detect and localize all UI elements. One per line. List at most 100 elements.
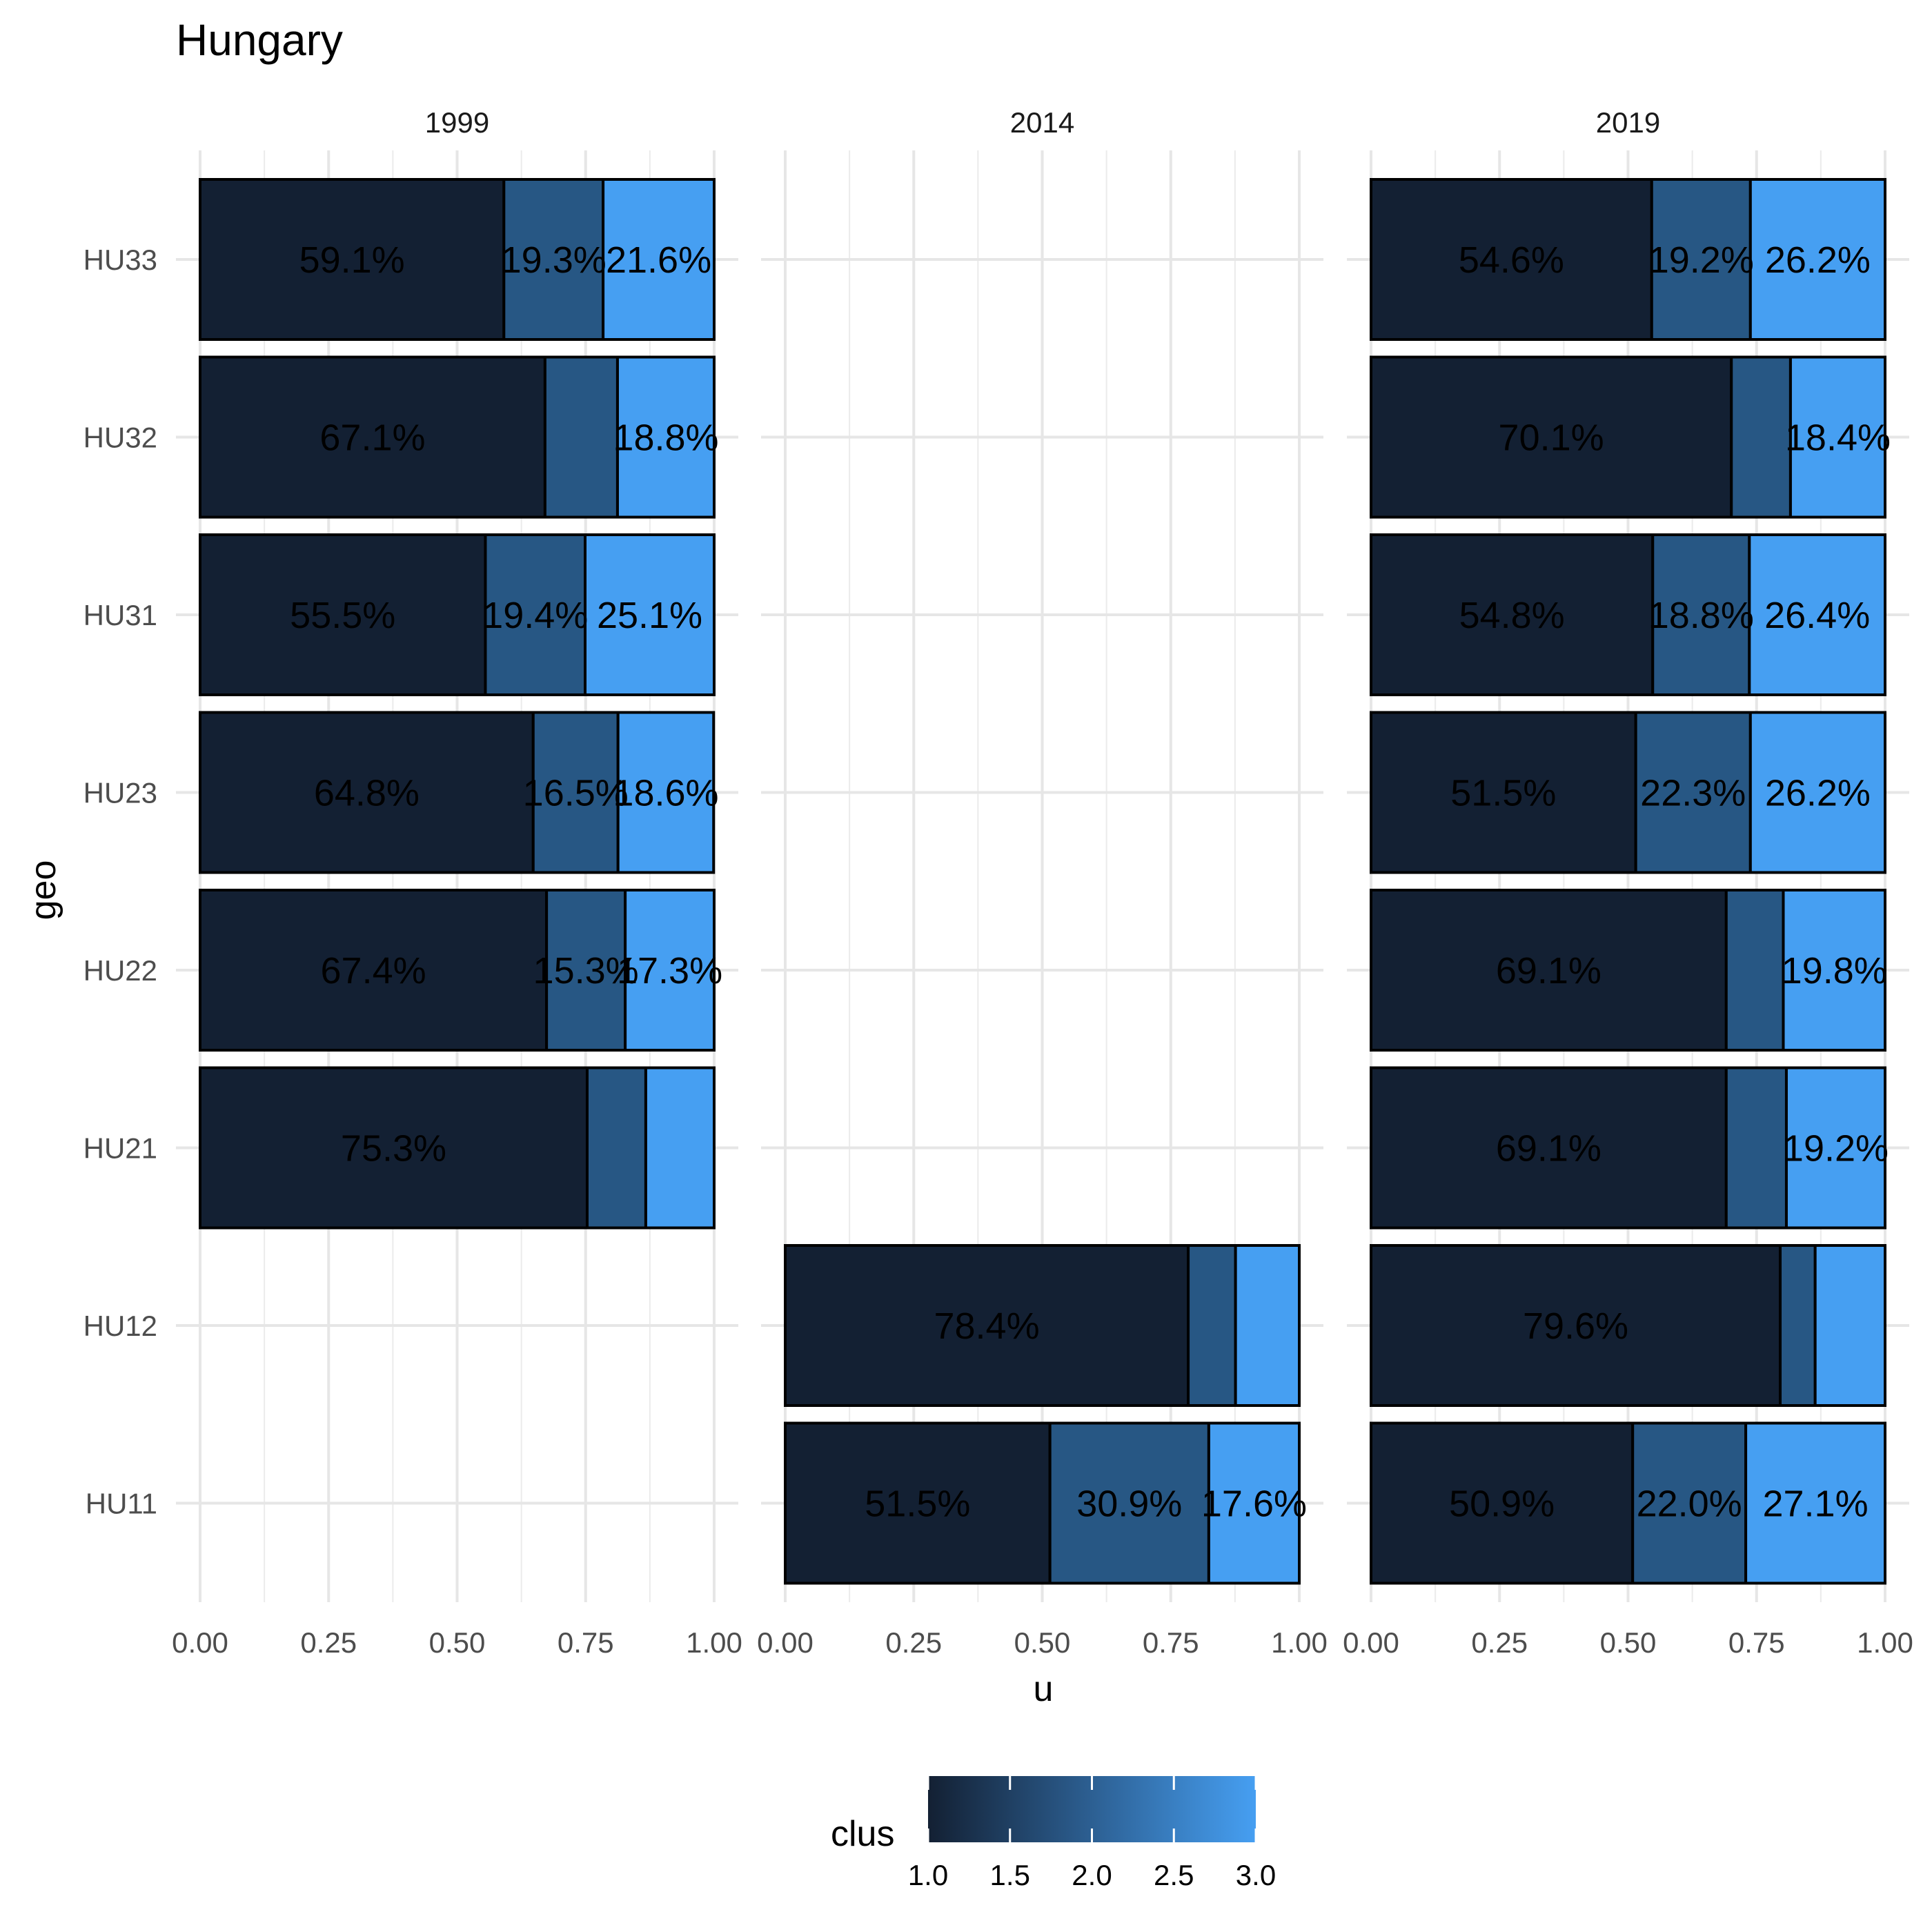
bar-HU21: 69.1% 19.2% xyxy=(1370,1066,1889,1230)
y-tick-label: HU23 xyxy=(83,777,157,809)
bar-label: 30.9% xyxy=(1076,1483,1182,1525)
bar-segment xyxy=(1234,1244,1301,1407)
bar-label: 27.1% xyxy=(1762,1483,1868,1525)
bar-HU22: 69.1% 19.8% xyxy=(1370,889,1887,1052)
chart-title: Hungary xyxy=(176,15,343,65)
bar-segment xyxy=(1744,1421,1886,1585)
x-tick-label: 0.50 xyxy=(429,1626,486,1659)
bar-segment xyxy=(1748,533,1887,696)
bar-segment xyxy=(644,1066,716,1230)
x-tick-label: 1.00 xyxy=(686,1626,742,1659)
bar-HU22: 67.4% 15.3%17.3% xyxy=(199,889,722,1052)
bar-segment xyxy=(1748,711,1887,874)
bar-label: 19.4% xyxy=(482,595,588,636)
bar-label: 54.8% xyxy=(1459,595,1565,636)
bar-label: 22.0% xyxy=(1637,1483,1742,1525)
bar-segment xyxy=(1724,1066,1788,1230)
x-tick-label: 0.50 xyxy=(1600,1626,1657,1659)
bar-segment xyxy=(1048,1421,1210,1585)
facet-panel-2014: 2014 78.4% 51.5% 30.9% 17.6% 0.00 0.25 0.50 0.75… xyxy=(757,106,1328,1659)
bar-HU12: 78.4% xyxy=(784,1244,1301,1407)
x-tick-label: 0.00 xyxy=(1343,1626,1399,1659)
bar-segment xyxy=(199,178,506,341)
bar-segment xyxy=(616,711,716,874)
y-tick-label: HU32 xyxy=(83,422,157,454)
legend: clus 1.0 1.5 2.0 2.5 3.0 xyxy=(831,1776,1276,1891)
x-tick-label: 1.00 xyxy=(1271,1626,1328,1659)
facet-label: 2014 xyxy=(1010,106,1074,139)
y-tick-label: HU11 xyxy=(86,1488,157,1520)
bar-HU33: 59.1% 19.3% 21.6% xyxy=(199,178,716,341)
bar-label: 69.1% xyxy=(1496,1128,1601,1170)
x-tick-label: 0.25 xyxy=(300,1626,357,1659)
bar-segment xyxy=(1634,711,1752,874)
y-tick-label: HU33 xyxy=(83,244,157,276)
legend-tick-label: 1.0 xyxy=(908,1859,948,1891)
bar-label: 19.3% xyxy=(501,239,607,281)
y-tick-label: HU22 xyxy=(83,954,157,987)
bar-label: 16.5% xyxy=(523,773,629,814)
legend-title: clus xyxy=(831,1814,894,1854)
bar-segment xyxy=(543,355,619,519)
bar-label: 18.6% xyxy=(613,773,718,814)
bar-label: 59.1% xyxy=(299,239,405,281)
bar-segment xyxy=(615,355,716,519)
bar-label: 18.4% xyxy=(1785,417,1891,459)
bar-segment xyxy=(1631,1421,1748,1585)
legend-ticks: 1.0 1.5 2.0 2.5 3.0 xyxy=(908,1776,1276,1891)
bar-segment xyxy=(624,889,716,1052)
x-tick-label: 0.50 xyxy=(1014,1626,1071,1659)
bar-label: 67.1% xyxy=(319,417,425,459)
bar-segment xyxy=(784,1244,1190,1407)
bar-label: 26.2% xyxy=(1765,773,1871,814)
bar-label: 70.1% xyxy=(1499,417,1604,459)
bar-label: 15.3% xyxy=(533,950,639,992)
bar-HU31: 54.8% 18.8% 26.4% xyxy=(1370,533,1887,696)
x-tick-label: 0.75 xyxy=(558,1626,614,1659)
bar-segment xyxy=(602,178,716,341)
bar-label: 21.6% xyxy=(606,239,711,281)
x-tick-label: 0.00 xyxy=(757,1626,814,1659)
bar-HU12: 79.6% xyxy=(1370,1244,1886,1407)
legend-tick-label: 2.5 xyxy=(1154,1859,1194,1891)
x-tick-label: 0.25 xyxy=(1471,1626,1528,1659)
y-axis: HU33 HU32 HU31 HU23 HU22 HU21 HU12 HU11 xyxy=(83,244,157,1520)
bar-label: 19.8% xyxy=(1782,950,1887,992)
x-tick-label: 0.75 xyxy=(1143,1626,1199,1659)
bar-segment xyxy=(545,889,627,1052)
bar-HU11: 51.5% 30.9% 17.6% xyxy=(784,1421,1307,1585)
bar-label: 51.5% xyxy=(1450,773,1556,814)
bar-label: 26.4% xyxy=(1764,595,1870,636)
bar-segment xyxy=(1788,355,1886,519)
bar-label: 50.9% xyxy=(1449,1483,1555,1525)
facet-label: 2019 xyxy=(1596,106,1660,139)
bar-segment xyxy=(199,1066,589,1230)
facet-panel-1999: 1999 59.1% 19.3% 21.6% 67.1% 18.8% 55.5% 19.4% 2… xyxy=(172,106,742,1659)
bar-segment xyxy=(1779,1244,1817,1407)
bar-segment xyxy=(1207,1421,1301,1585)
y-tick-label: HU12 xyxy=(83,1310,157,1342)
bar-HU32: 67.1% 18.8% xyxy=(199,355,719,519)
bar-label: 78.4% xyxy=(934,1305,1039,1347)
bar-segment xyxy=(1370,355,1733,519)
bar-segment xyxy=(1370,1066,1728,1230)
bar-segment xyxy=(1370,1244,1782,1407)
bar-segment xyxy=(784,1421,1052,1585)
bar-segment xyxy=(1724,889,1785,1052)
bar-HU23: 64.8% 16.5%18.6% xyxy=(199,711,719,874)
x-tick-label: 0.00 xyxy=(172,1626,228,1659)
bar-segment xyxy=(1651,533,1751,696)
bar-label: 18.8% xyxy=(1648,595,1754,636)
bar-label: 75.3% xyxy=(341,1128,446,1170)
x-tick-label: 0.25 xyxy=(885,1626,942,1659)
bar-segment xyxy=(199,711,535,874)
bar-segment xyxy=(1370,889,1728,1052)
legend-tick-label: 3.0 xyxy=(1236,1859,1276,1891)
bar-HU33: 54.6% 19.2% 26.2% xyxy=(1370,178,1887,341)
bar-label: 55.5% xyxy=(290,595,395,636)
bar-label: 17.6% xyxy=(1201,1483,1307,1525)
bar-HU21: 75.3% xyxy=(199,1066,716,1230)
